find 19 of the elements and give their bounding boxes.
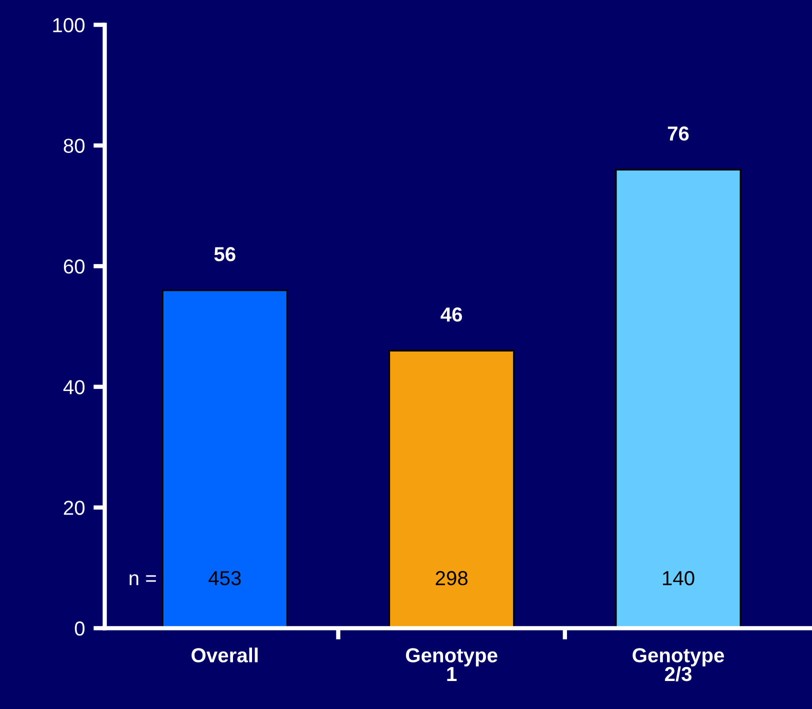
- annotation: 453: [208, 571, 241, 586]
- data-label: 56: [214, 247, 236, 262]
- annotation: n =: [130, 574, 156, 586]
- y-tick-label: 80: [64, 138, 85, 153]
- x-tick-label: Overall: [192, 648, 258, 662]
- y-tick-label: 40: [63, 380, 85, 394]
- annotation: 140: [662, 571, 694, 586]
- y-tick-label: 100: [53, 18, 85, 32]
- x-tick-label: Genotype 2/3: [632, 648, 724, 682]
- bar: [162, 289, 288, 628]
- data-label: 46: [440, 307, 462, 322]
- x-tick-label: Genotype 1: [406, 648, 498, 681]
- bar: [388, 350, 515, 628]
- bar: [615, 168, 742, 628]
- annotation: 298: [436, 571, 468, 586]
- y-tick-label: 20: [64, 500, 85, 515]
- y-tick-label: 0: [74, 621, 85, 636]
- data-label: 76: [668, 126, 689, 141]
- y-tick-label: 60: [64, 259, 85, 274]
